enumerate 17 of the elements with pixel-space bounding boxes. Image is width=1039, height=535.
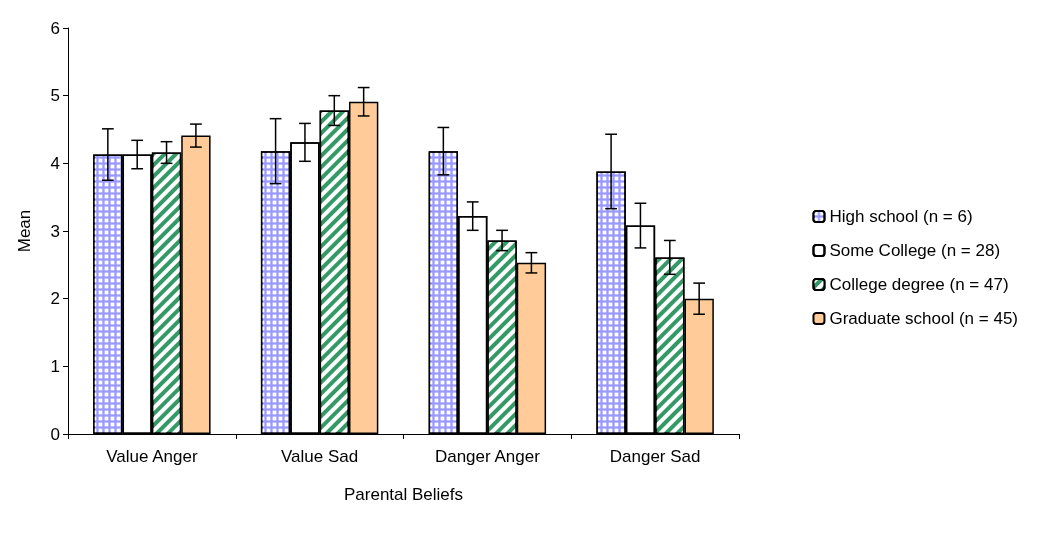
x-tick-label: Value Anger <box>106 447 198 466</box>
y-tick-label: 0 <box>50 424 60 444</box>
y-tick-label: 5 <box>50 86 60 106</box>
y-tick-label: 1 <box>50 356 60 376</box>
x-axis-title: Parental Beliefs <box>343 485 464 504</box>
legend-label: College degree (n = 47) <box>829 275 1009 294</box>
y-tick-label: 3 <box>50 221 60 241</box>
y-tick-label: 4 <box>50 153 60 173</box>
y-tick-label: 6 <box>50 18 60 38</box>
x-tick-label: Danger Anger <box>434 447 541 466</box>
legend-label: High school (n = 6) <box>829 207 973 226</box>
y-axis-title: Mean <box>15 209 34 253</box>
x-tick-label: Value Sad <box>281 447 359 466</box>
legend-label: Graduate school (n = 45) <box>829 309 1018 328</box>
y-tick-label: 2 <box>50 289 60 309</box>
legend-label: Some College (n = 28) <box>829 241 1001 260</box>
x-tick-label: Danger Sad <box>609 447 701 466</box>
